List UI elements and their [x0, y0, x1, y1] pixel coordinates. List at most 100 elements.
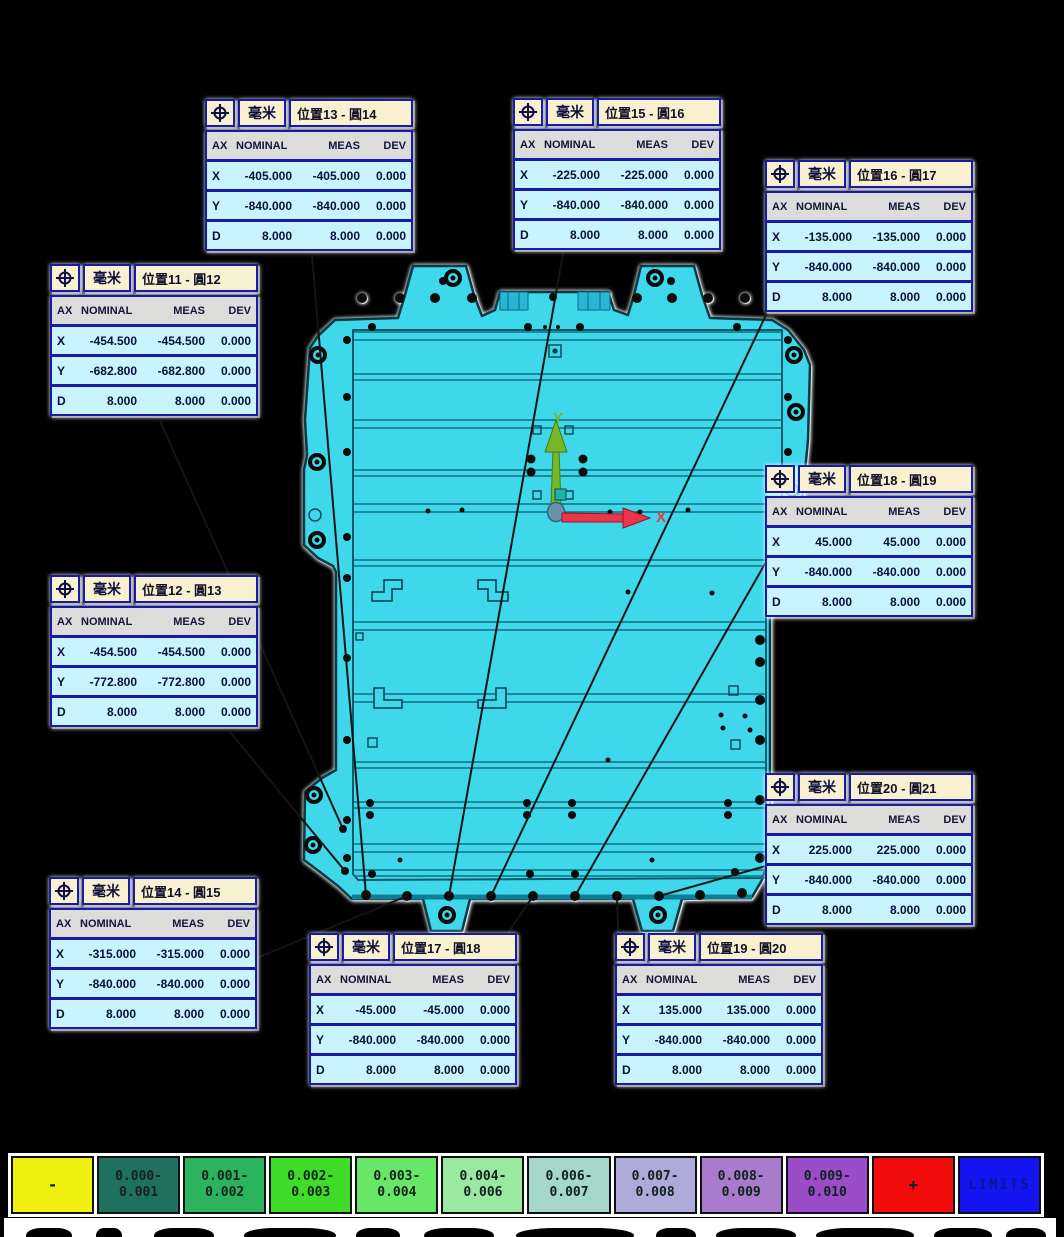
callout-header: 毫米 位置14 - 圓15	[49, 877, 257, 905]
callout-header: 毫米 位置20 - 圓21	[765, 773, 973, 801]
legend-cell-label: 0.004-	[459, 1169, 507, 1185]
callout-title: 位置17 - 圓18	[393, 933, 517, 961]
legend-cell-label: 0.001-	[201, 1169, 249, 1185]
legend-cell-label: 0.007	[549, 1185, 589, 1200]
measurement-callout[interactable]: 毫米 位置17 - 圓18 AX NOMINAL MEAS DEV X -45.0…	[309, 933, 517, 1085]
axis-row-x: X 45.000 45.000 0.000	[767, 528, 971, 558]
unit-label: 毫米	[546, 98, 594, 126]
column-header-row: AX NOMINAL MEAS DEV	[207, 132, 411, 162]
callout-header: 毫米 位置19 - 圓20	[615, 933, 823, 961]
origin-sphere	[546, 501, 566, 523]
legend-cell: -	[11, 1156, 95, 1214]
y-axis-label: Y	[553, 410, 563, 427]
axis-row-x: X 225.000 225.000 0.000	[767, 836, 971, 866]
legend-cell-label: 0.006	[463, 1185, 503, 1200]
position-crosshair-icon	[513, 98, 543, 126]
x-axis-label: X	[656, 509, 666, 526]
column-header-row: AX NOMINAL MEAS DEV	[617, 966, 821, 996]
axis-row-d: D 8.000 8.000 0.000	[767, 896, 971, 923]
column-header-row: AX NOMINAL MEAS DEV	[515, 131, 719, 161]
legend-cell-label: 0.008-	[717, 1169, 765, 1185]
position-crosshair-icon	[615, 933, 645, 961]
callout-title: 位置19 - 圓20	[699, 933, 823, 961]
legend-cell-label: 0.008	[635, 1185, 675, 1200]
legend-cell-label: 0.010	[807, 1185, 847, 1200]
square-features	[355, 344, 741, 750]
axis-row-d: D 8.000 8.000 0.000	[311, 1056, 515, 1083]
legend-cell: 0.009- 0.010	[785, 1156, 869, 1214]
axis-row-d: D 8.000 8.000 0.000	[52, 387, 256, 414]
callout-title: 位置13 - 圓14	[289, 99, 413, 127]
legend-cell-label: 0.009	[721, 1185, 761, 1200]
callout-title: 位置18 - 圓19	[849, 465, 973, 493]
axis-row-d: D 8.000 8.000 0.000	[617, 1056, 821, 1083]
legend-cell-label: 0.002-	[287, 1169, 335, 1185]
axis-row-y: Y -840.000 -840.000 0.000	[617, 1026, 821, 1056]
ring-holes	[304, 269, 805, 924]
legend-cell: LIMITS	[957, 1156, 1041, 1214]
callout-table: AX NOMINAL MEAS DEV X -135.000 -135.000 0.…	[765, 191, 973, 312]
axis-row-x: X -315.000 -315.000 0.000	[51, 940, 255, 970]
callout-table: AX NOMINAL MEAS DEV X 45.000 45.000 0.000 …	[765, 496, 973, 617]
measurement-callout[interactable]: 毫米 位置18 - 圓19 AX NOMINAL MEAS DEV X 45.00…	[765, 465, 973, 617]
column-header-row: AX NOMINAL MEAS DEV	[767, 193, 971, 223]
position-crosshair-icon	[50, 575, 80, 603]
column-header-row: AX NOMINAL MEAS DEV	[52, 297, 256, 327]
callout-header: 毫米 位置18 - 圓19	[765, 465, 973, 493]
callout-header: 毫米 位置17 - 圓18	[309, 933, 517, 961]
callout-table: AX NOMINAL MEAS DEV X -405.000 -405.000 0.…	[205, 130, 413, 251]
measurement-callout[interactable]: 毫米 位置13 - 圓14 AX NOMINAL MEAS DEV X -405.…	[205, 99, 413, 251]
callout-table: AX NOMINAL MEAS DEV X -454.500 -454.500 0.…	[50, 606, 258, 727]
unit-label: 毫米	[238, 99, 286, 127]
callout-title: 位置11 - 圓12	[134, 264, 258, 292]
callout-header: 毫米 位置13 - 圓14	[205, 99, 413, 127]
unit-label: 毫米	[83, 575, 131, 603]
deviation-color-legend: - 0.000- 0.001 0.001- 0.002 0.002- 0.003 0.003-…	[8, 1153, 1044, 1217]
measurement-callout[interactable]: 毫米 位置20 - 圓21 AX NOMINAL MEAS DEV X 225.0…	[765, 773, 973, 925]
legend-cell-label: -	[47, 1175, 58, 1195]
measurement-callout[interactable]: 毫米 位置15 - 圓16 AX NOMINAL MEAS DEV X -225.…	[513, 98, 721, 250]
axis-row-y: Y -840.000 -840.000 0.000	[51, 970, 255, 1000]
legend-cell-label: 0.007-	[631, 1169, 679, 1185]
measurement-callout[interactable]: 毫米 位置14 - 圓15 AX NOMINAL MEAS DEV X -315.…	[49, 877, 257, 1029]
callout-header: 毫米 位置15 - 圓16	[513, 98, 721, 126]
axis-row-x: X -454.500 -454.500 0.000	[52, 327, 256, 357]
legend-cell: 0.003- 0.004	[355, 1156, 439, 1214]
measurement-callout[interactable]: 毫米 位置11 - 圓12 AX NOMINAL MEAS DEV X -454.…	[50, 264, 258, 416]
position-crosshair-icon	[765, 160, 795, 188]
axis-row-y: Y -840.000 -840.000 0.000	[207, 192, 411, 222]
unit-label: 毫米	[82, 877, 130, 905]
legend-cell-label: +	[908, 1175, 919, 1195]
callout-table: AX NOMINAL MEAS DEV X 135.000 135.000 0.00…	[615, 964, 823, 1085]
callout-title: 位置15 - 圓16	[597, 98, 721, 126]
measurement-callout[interactable]: 毫米 位置19 - 圓20 AX NOMINAL MEAS DEV X 135.0…	[615, 933, 823, 1085]
axis-row-y: Y -840.000 -840.000 0.000	[515, 191, 719, 221]
axis-row-d: D 8.000 8.000 0.000	[767, 588, 971, 615]
callout-title: 位置14 - 圓15	[133, 877, 257, 905]
bracket-features	[371, 579, 509, 709]
axis-row-x: X -405.000 -405.000 0.000	[207, 162, 411, 192]
legend-cell-label: 0.003	[291, 1185, 331, 1200]
legend-cell-label: 0.004	[377, 1185, 417, 1200]
measurement-callout[interactable]: 毫米 位置12 - 圓13 AX NOMINAL MEAS DEV X -454.…	[50, 575, 258, 727]
unit-label: 毫米	[648, 933, 696, 961]
axis-row-y: Y -840.000 -840.000 0.000	[311, 1026, 515, 1056]
column-header-row: AX NOMINAL MEAS DEV	[767, 806, 971, 836]
callout-table: AX NOMINAL MEAS DEV X -225.000 -225.000 0.…	[513, 129, 721, 250]
callout-table: AX NOMINAL MEAS DEV X -45.000 -45.000 0.00…	[309, 964, 517, 1085]
callout-title: 位置20 - 圓21	[849, 773, 973, 801]
axis-row-y: Y -772.800 -772.800 0.000	[52, 668, 256, 698]
legend-cell-label: 0.003-	[373, 1169, 421, 1185]
measurement-callout[interactable]: 毫米 位置16 - 圓17 AX NOMINAL MEAS DEV X -135.…	[765, 160, 973, 312]
legend-cell: 0.000- 0.001	[97, 1156, 181, 1214]
legend-cell: 0.001- 0.002	[183, 1156, 267, 1214]
axis-row-y: Y -840.000 -840.000 0.000	[767, 253, 971, 283]
unit-label: 毫米	[798, 160, 846, 188]
unit-label: 毫米	[83, 264, 131, 292]
legend-cell: +	[871, 1156, 955, 1214]
position-crosshair-icon	[765, 773, 795, 801]
column-header-row: AX NOMINAL MEAS DEV	[51, 910, 255, 940]
callout-title: 位置12 - 圓13	[134, 575, 258, 603]
axis-row-y: Y -840.000 -840.000 0.000	[767, 866, 971, 896]
legend-cell: 0.007- 0.008	[613, 1156, 697, 1214]
